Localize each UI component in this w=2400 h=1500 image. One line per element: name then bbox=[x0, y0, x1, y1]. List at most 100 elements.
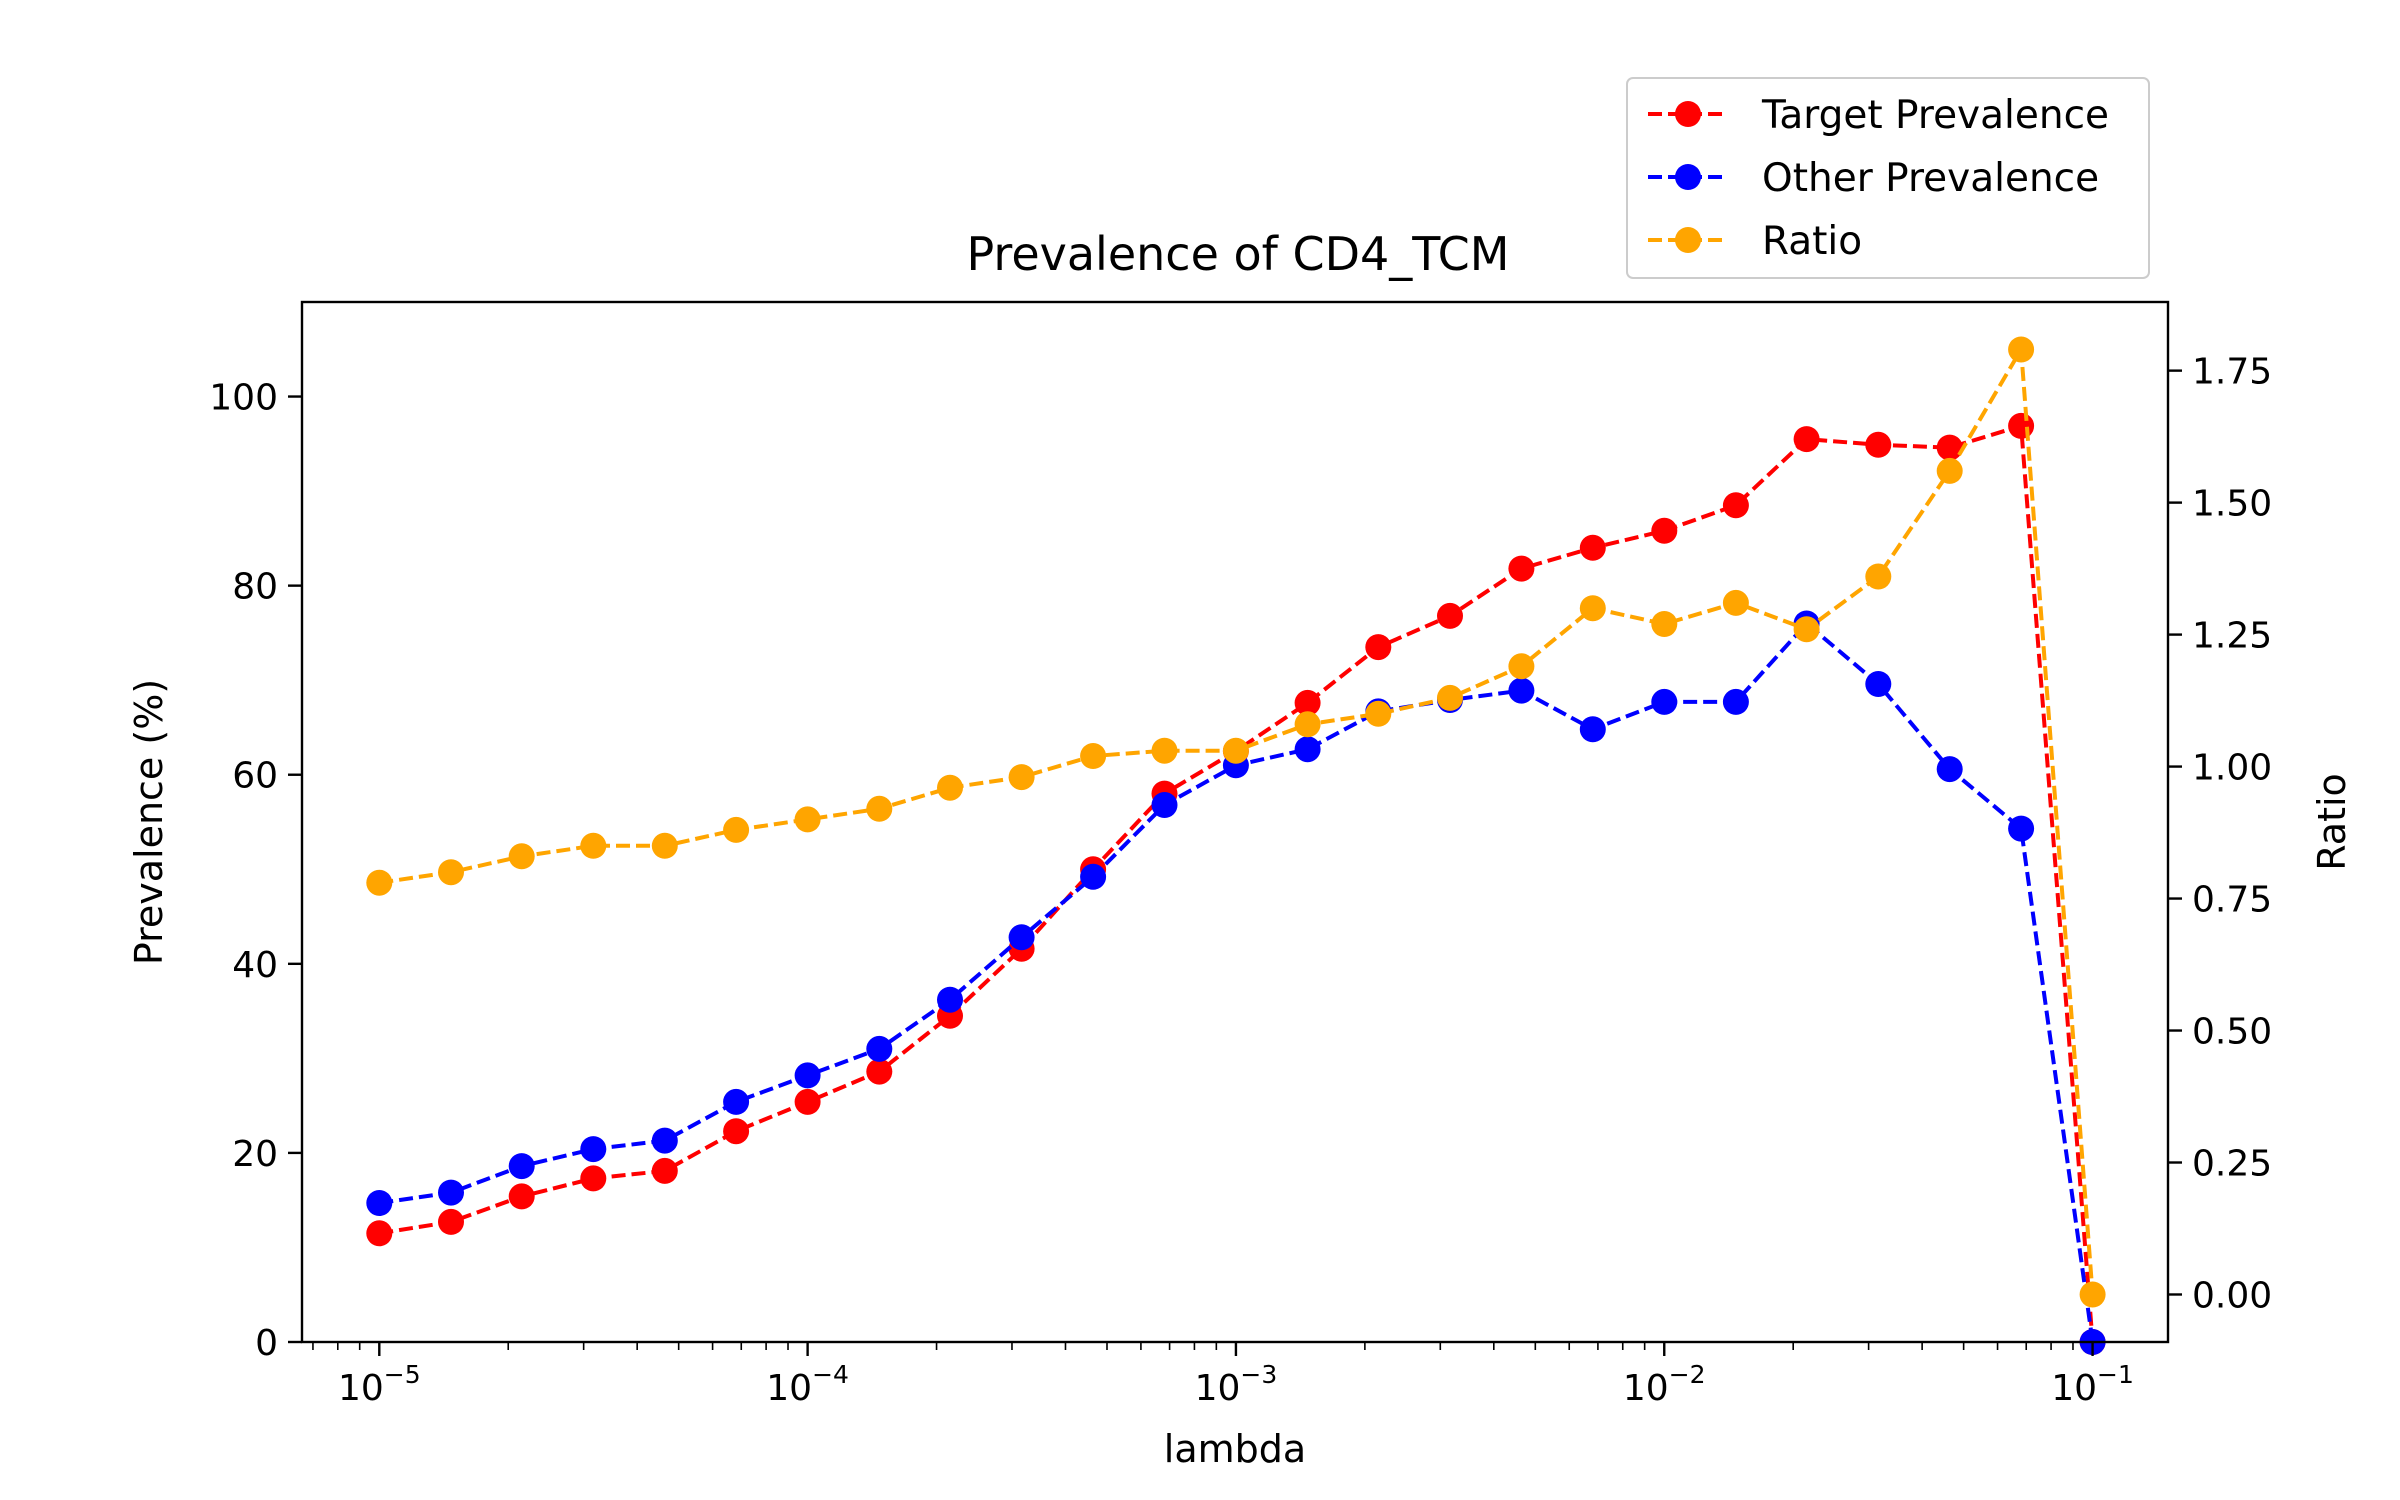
y2-tick-label: 1.75 bbox=[2192, 352, 2272, 393]
data-point bbox=[1294, 689, 1321, 716]
y-axis-right: 0.00 0.25 0.50 0.75 1.00 1.25 1.50 1.75 bbox=[2168, 352, 2272, 1316]
data-point bbox=[1651, 517, 1678, 544]
y2-tick-label: 0.25 bbox=[2192, 1144, 2272, 1185]
data-point bbox=[651, 1127, 678, 1154]
data-point bbox=[1222, 737, 1249, 764]
x-axis-label: lambda bbox=[1164, 1427, 1306, 1471]
y-tick-label: 40 bbox=[232, 945, 278, 986]
x-axis: 10−5 10−4 10−3 10−2 10−1 bbox=[312, 1342, 2134, 1409]
data-point bbox=[1508, 555, 1535, 582]
data-point bbox=[794, 1088, 821, 1115]
data-point bbox=[866, 1058, 893, 1085]
y2-tick-label: 1.25 bbox=[2192, 616, 2272, 657]
legend-marker bbox=[1675, 164, 1701, 190]
y-tick-label: 80 bbox=[232, 567, 278, 608]
series-ratio bbox=[366, 336, 2106, 1308]
data-point bbox=[1008, 924, 1035, 951]
data-point bbox=[794, 806, 821, 833]
data-point bbox=[1508, 677, 1535, 704]
y2-tick-label: 0.50 bbox=[2192, 1012, 2272, 1053]
data-point bbox=[1722, 492, 1749, 519]
y-tick-label: 60 bbox=[232, 756, 278, 797]
x-tick-label: 10−2 bbox=[1623, 1360, 1706, 1409]
legend-entry: Ratio bbox=[1648, 219, 1862, 264]
data-point bbox=[937, 986, 963, 1013]
data-point bbox=[1294, 711, 1321, 738]
data-point bbox=[1722, 688, 1749, 715]
data-point bbox=[438, 1179, 464, 1206]
legend-label: Other Prevalence bbox=[1762, 156, 2099, 201]
legend-label: Target Prevalence bbox=[1761, 93, 2109, 138]
y2-tick-label: 0.75 bbox=[2192, 880, 2272, 921]
data-point bbox=[1579, 716, 1606, 743]
data-point bbox=[1508, 653, 1535, 680]
data-point bbox=[438, 1208, 464, 1235]
data-point bbox=[1151, 792, 1178, 818]
data-point bbox=[723, 1118, 750, 1145]
legend: Target Prevalence Other Prevalence Ratio bbox=[1626, 77, 2150, 279]
data-point bbox=[1437, 684, 1463, 711]
data-point bbox=[1080, 743, 1107, 769]
data-point bbox=[1579, 595, 1606, 622]
data-point bbox=[1437, 602, 1463, 629]
data-point bbox=[1936, 457, 1963, 484]
data-point bbox=[366, 869, 393, 896]
data-point bbox=[580, 1165, 607, 1192]
y2-axis-label: Ratio bbox=[2310, 773, 2354, 871]
y2-tick-label: 1.50 bbox=[2192, 484, 2272, 525]
data-point bbox=[866, 795, 893, 822]
data-point bbox=[723, 816, 750, 843]
data-point bbox=[580, 1136, 607, 1163]
legend-entry: Target Prevalence bbox=[1648, 93, 2109, 138]
data-point bbox=[651, 832, 678, 859]
legend-marker bbox=[1675, 227, 1701, 253]
data-point bbox=[1651, 611, 1678, 637]
y-tick-label: 20 bbox=[232, 1134, 278, 1175]
data-point bbox=[651, 1157, 678, 1184]
data-point bbox=[366, 1220, 393, 1247]
data-point bbox=[508, 843, 535, 870]
y-axis-left: 0 20 40 60 80 100 bbox=[209, 378, 302, 1364]
data-point bbox=[1936, 434, 1963, 461]
data-point bbox=[794, 1062, 821, 1089]
data-point bbox=[1008, 764, 1035, 791]
data-point bbox=[1579, 534, 1606, 561]
y2-tick-label: 1.00 bbox=[2192, 748, 2272, 789]
data-point bbox=[1793, 426, 1820, 453]
data-point bbox=[866, 1035, 893, 1062]
y-tick-label: 0 bbox=[255, 1323, 278, 1364]
data-point bbox=[366, 1190, 393, 1216]
data-point bbox=[438, 859, 464, 886]
data-point bbox=[508, 1153, 535, 1180]
y2-tick-label: 0.00 bbox=[2192, 1275, 2272, 1316]
data-point bbox=[1151, 737, 1178, 764]
data-point bbox=[1294, 736, 1321, 763]
data-point bbox=[580, 832, 607, 859]
data-point bbox=[1080, 863, 1107, 890]
data-point bbox=[2008, 336, 2035, 363]
data-point bbox=[1722, 589, 1749, 616]
data-point bbox=[2008, 815, 2035, 842]
x-tick-label: 10−1 bbox=[2051, 1360, 2134, 1409]
chart-title: Prevalence of CD4_TCM bbox=[967, 227, 1510, 281]
data-point bbox=[1365, 634, 1392, 661]
x-tick-label: 10−3 bbox=[1195, 1360, 1278, 1409]
data-point bbox=[508, 1183, 535, 1210]
series-target-prevalence bbox=[366, 412, 2106, 1355]
legend-entry: Other Prevalence bbox=[1648, 156, 2099, 201]
data-point bbox=[2079, 1281, 2106, 1308]
legend-label: Ratio bbox=[1762, 219, 1862, 264]
legend-box bbox=[1626, 77, 2150, 279]
data-point bbox=[2008, 412, 2035, 439]
y-axis-label: Prevalence (%) bbox=[127, 679, 171, 965]
data-point bbox=[1936, 756, 1963, 783]
data-point bbox=[723, 1088, 750, 1115]
data-point bbox=[1865, 563, 1892, 590]
data-point bbox=[937, 774, 963, 801]
data-point bbox=[1651, 688, 1678, 715]
data-point bbox=[1865, 431, 1892, 458]
x-tick-label: 10−5 bbox=[338, 1360, 421, 1409]
plot-area bbox=[300, 300, 2170, 1355]
y-tick-label: 100 bbox=[209, 378, 278, 419]
